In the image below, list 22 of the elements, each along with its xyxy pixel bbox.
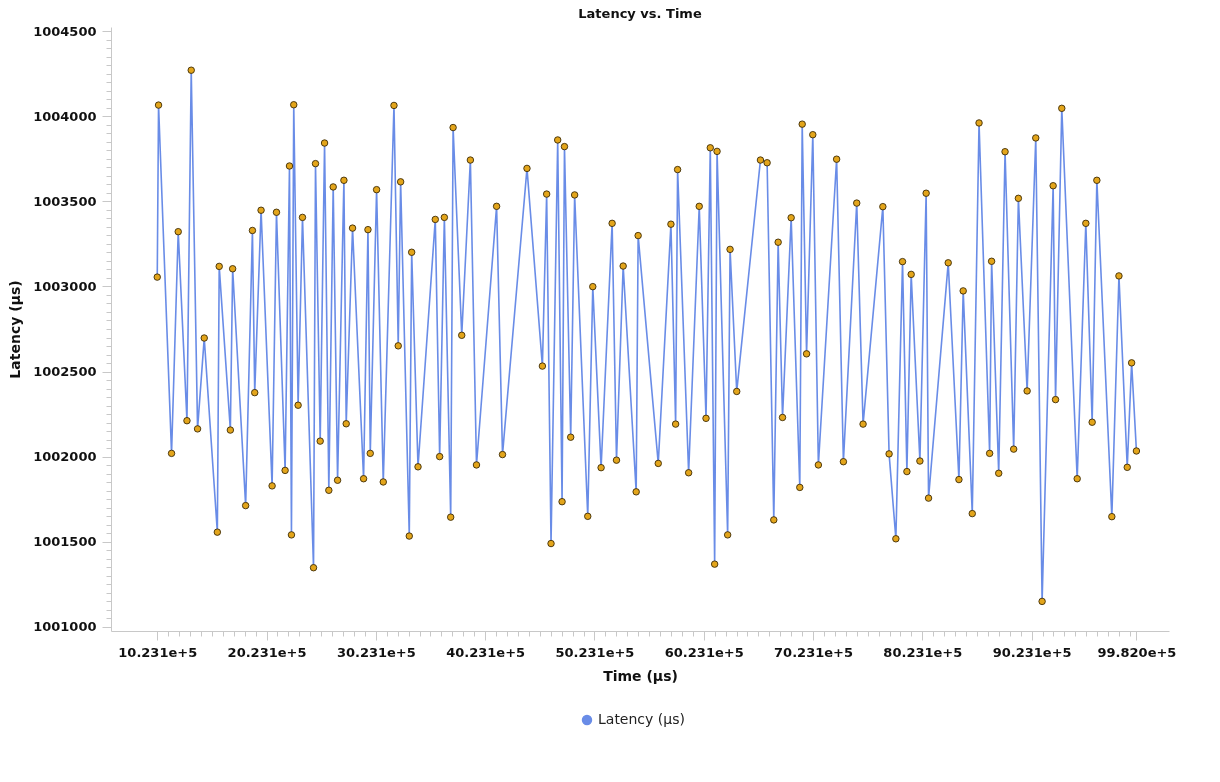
x-axis-title: Time (µs) — [603, 667, 678, 684]
x-tick-label: 99.820e+5 — [1097, 644, 1177, 660]
x-tick-label: 30.231e+5 — [336, 644, 416, 660]
x-tick-label: 10.231e+5 — [118, 644, 198, 660]
x-tick-label: 80.231e+5 — [883, 644, 963, 660]
y-tick-label: 1004000 — [33, 108, 97, 124]
x-tick-label: 90.231e+5 — [992, 644, 1072, 660]
x-tick-label: 20.231e+5 — [227, 644, 307, 660]
x-tick-label: 70.231e+5 — [774, 644, 853, 660]
y-tick-label: 1001000 — [33, 619, 97, 635]
y-axis-title: Latency (µs) — [7, 280, 24, 379]
y-tick-label: 1002500 — [33, 364, 97, 380]
y-tick-label: 1003000 — [33, 278, 97, 294]
y-tick-label: 1003500 — [33, 193, 97, 209]
y-tick-label: 1002000 — [33, 449, 97, 465]
x-tick-label: 50.231e+5 — [555, 644, 635, 660]
x-tick-label: 40.231e+5 — [446, 644, 526, 660]
x-tick-label: 60.231e+5 — [664, 644, 744, 660]
chart-title: Latency vs. Time — [578, 6, 702, 22]
y-tick-label: 1001500 — [33, 534, 97, 550]
legend-label: Latency (µs) — [598, 711, 685, 727]
y-tick-label: 1004500 — [33, 23, 97, 39]
